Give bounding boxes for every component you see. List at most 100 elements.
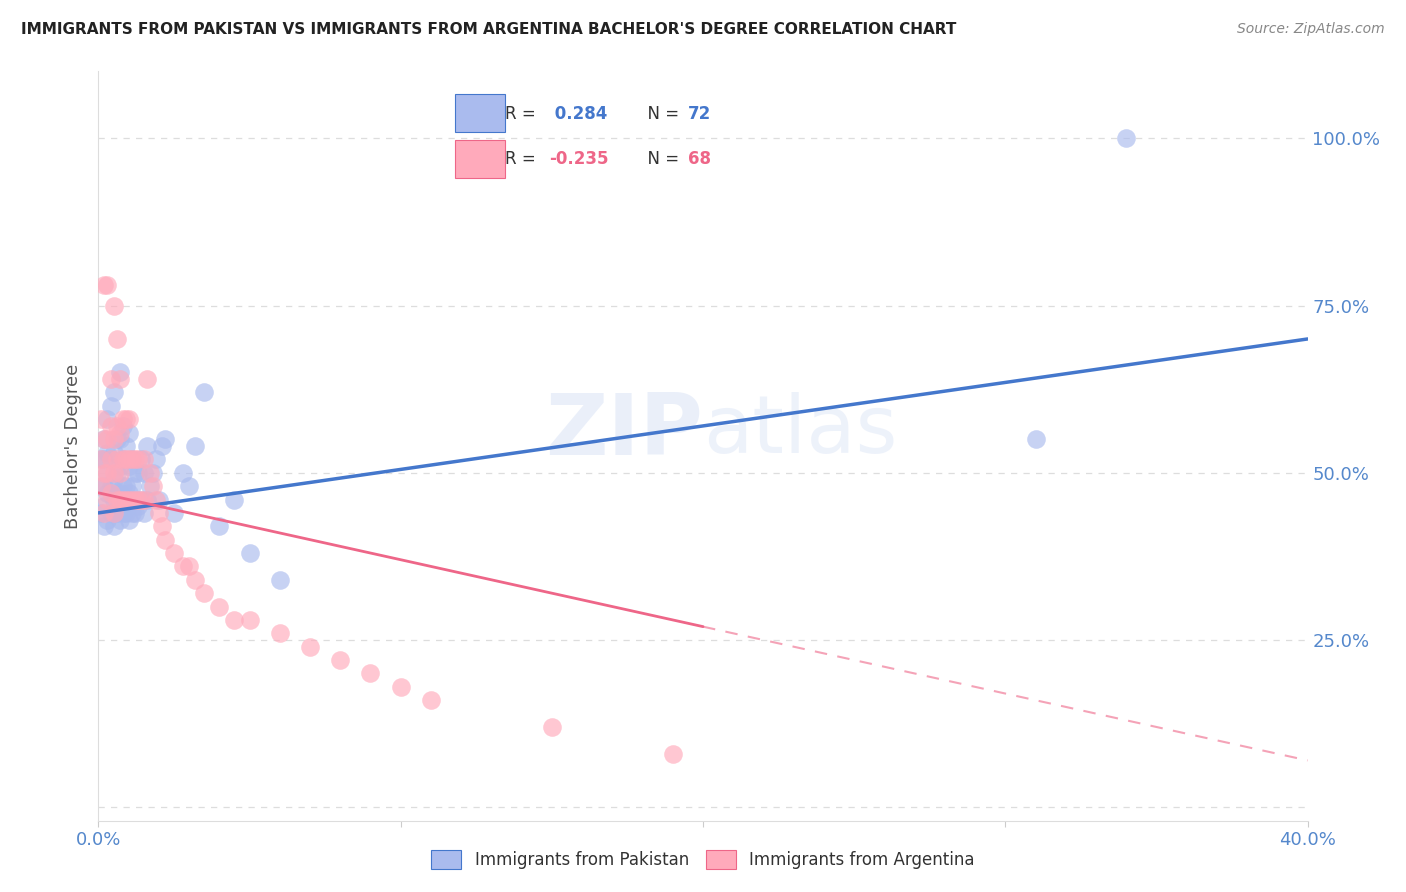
Point [224, 492, 246, 507]
Point [163, 506, 186, 520]
Point [90, 412, 112, 426]
Point [105, 492, 128, 507]
Point [108, 366, 131, 380]
Point [100, 399, 122, 413]
Point [103, 473, 125, 487]
Point [172, 466, 194, 480]
Point [142, 466, 165, 480]
Point [208, 599, 231, 614]
Point [118, 412, 141, 426]
Point [103, 299, 125, 313]
Point [184, 573, 207, 587]
Point [96, 513, 118, 527]
Point [111, 506, 134, 520]
Point [135, 439, 157, 453]
Point [132, 492, 155, 507]
Point [139, 479, 162, 493]
Point [129, 492, 152, 507]
Point [108, 513, 131, 527]
Point [96, 486, 118, 500]
Point [127, 452, 149, 467]
Y-axis label: Bachelor's Degree: Bachelor's Degree [65, 363, 83, 529]
Point [93, 278, 115, 293]
Point [1024, 433, 1046, 447]
Point [111, 419, 134, 434]
Point [121, 452, 143, 467]
Point [1115, 131, 1137, 145]
Point [100, 419, 122, 434]
Point [121, 506, 143, 520]
Point [163, 546, 186, 560]
Point [108, 492, 131, 507]
Point [93, 500, 115, 514]
Point [114, 452, 136, 467]
Point [150, 439, 173, 453]
Point [121, 452, 143, 467]
Point [90, 452, 112, 467]
Point [90, 479, 112, 493]
Point [118, 459, 141, 474]
Point [96, 278, 118, 293]
Point [661, 747, 683, 761]
Point [135, 492, 157, 507]
Text: Source: ZipAtlas.com: Source: ZipAtlas.com [1237, 22, 1385, 37]
Point [105, 466, 128, 480]
Point [127, 492, 149, 507]
Point [114, 506, 136, 520]
Point [93, 452, 115, 467]
Point [269, 626, 291, 640]
Point [118, 425, 141, 440]
Point [103, 492, 125, 507]
Point [132, 466, 155, 480]
Point [239, 613, 262, 627]
Point [103, 433, 125, 447]
Point [103, 446, 125, 460]
Point [540, 720, 562, 734]
Point [179, 479, 201, 493]
Point [150, 519, 173, 533]
Point [420, 693, 443, 707]
Point [111, 479, 134, 493]
Point [145, 492, 167, 507]
Point [329, 653, 352, 667]
Point [135, 372, 157, 386]
Point [360, 666, 382, 681]
Point [124, 452, 146, 467]
Point [96, 412, 118, 426]
Point [114, 412, 136, 426]
Point [105, 433, 128, 447]
Point [103, 385, 125, 400]
Point [127, 500, 149, 514]
Point [103, 519, 125, 533]
Point [103, 466, 125, 480]
Point [105, 419, 128, 434]
Point [108, 372, 131, 386]
Point [127, 466, 149, 480]
Point [269, 573, 291, 587]
Point [118, 452, 141, 467]
Point [90, 506, 112, 520]
Point [96, 492, 118, 507]
Point [224, 613, 246, 627]
Point [96, 433, 118, 447]
Text: ZIP: ZIP [546, 390, 703, 473]
Point [100, 506, 122, 520]
Point [121, 492, 143, 507]
Point [148, 492, 170, 507]
Point [100, 452, 122, 467]
Point [118, 492, 141, 507]
Point [179, 559, 201, 574]
Point [105, 486, 128, 500]
Point [108, 466, 131, 480]
Point [111, 452, 134, 467]
Point [108, 433, 131, 447]
Point [184, 439, 207, 453]
Point [96, 466, 118, 480]
Point [148, 506, 170, 520]
Point [129, 492, 152, 507]
Point [124, 506, 146, 520]
Point [108, 459, 131, 474]
Point [139, 466, 162, 480]
Point [124, 466, 146, 480]
Point [118, 486, 141, 500]
